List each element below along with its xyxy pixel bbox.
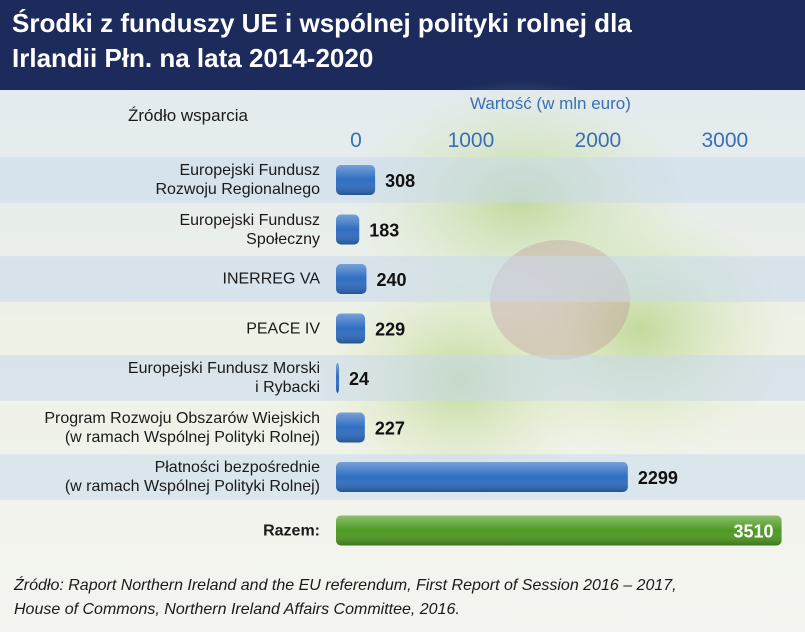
value-label: 2299	[638, 468, 678, 488]
category-label: Płatności bezpośrednie (w ramach Wspólne…	[64, 459, 320, 495]
bar-shade	[336, 165, 376, 195]
header-band	[0, 0, 805, 90]
value-label: 3510	[734, 522, 774, 542]
category-label: Razem:	[263, 522, 320, 539]
category-label: PEACE IV	[246, 320, 320, 337]
bar-shade	[336, 462, 628, 492]
value-label: 183	[369, 221, 399, 241]
x-tick-label: 1000	[448, 129, 495, 152]
row-band	[0, 157, 805, 203]
value-label: 240	[376, 270, 406, 290]
bar-shade	[336, 412, 365, 443]
bar-shade	[336, 363, 340, 393]
category-label: Europejski Fundusz Morski i Rybacki	[127, 360, 320, 396]
row-band	[0, 355, 805, 401]
row-band	[0, 256, 805, 302]
category-label: Europejski Fundusz Społeczny	[179, 211, 320, 248]
bar-shade	[336, 515, 782, 546]
bar-shade	[336, 313, 366, 344]
source-note: Źródło: Raport Northern Ireland and the …	[14, 577, 677, 618]
category-label: INERREG VA	[222, 270, 321, 288]
bar-shade	[336, 214, 360, 245]
x-tick-label: 0	[350, 129, 362, 152]
x-tick-label: 3000	[701, 129, 748, 152]
x-tick-label: 2000	[575, 129, 622, 152]
value-label: 308	[385, 171, 415, 191]
category-label: Europejski Fundusz Rozwoju Regionalnego	[155, 162, 320, 198]
value-label: 227	[375, 419, 405, 439]
category-axis-title: Źródło wsparcia	[128, 106, 248, 125]
bar-shade	[336, 264, 367, 294]
chart-title: Środki z funduszy UE i wspólnej polityki…	[12, 8, 632, 73]
value-label: 24	[349, 369, 369, 389]
category-label: Program Rozwoju Obszarów Wiejskich (w ra…	[44, 409, 320, 446]
value-axis-title: Wartość (w mln euro)	[470, 94, 631, 113]
value-label: 229	[375, 320, 405, 340]
